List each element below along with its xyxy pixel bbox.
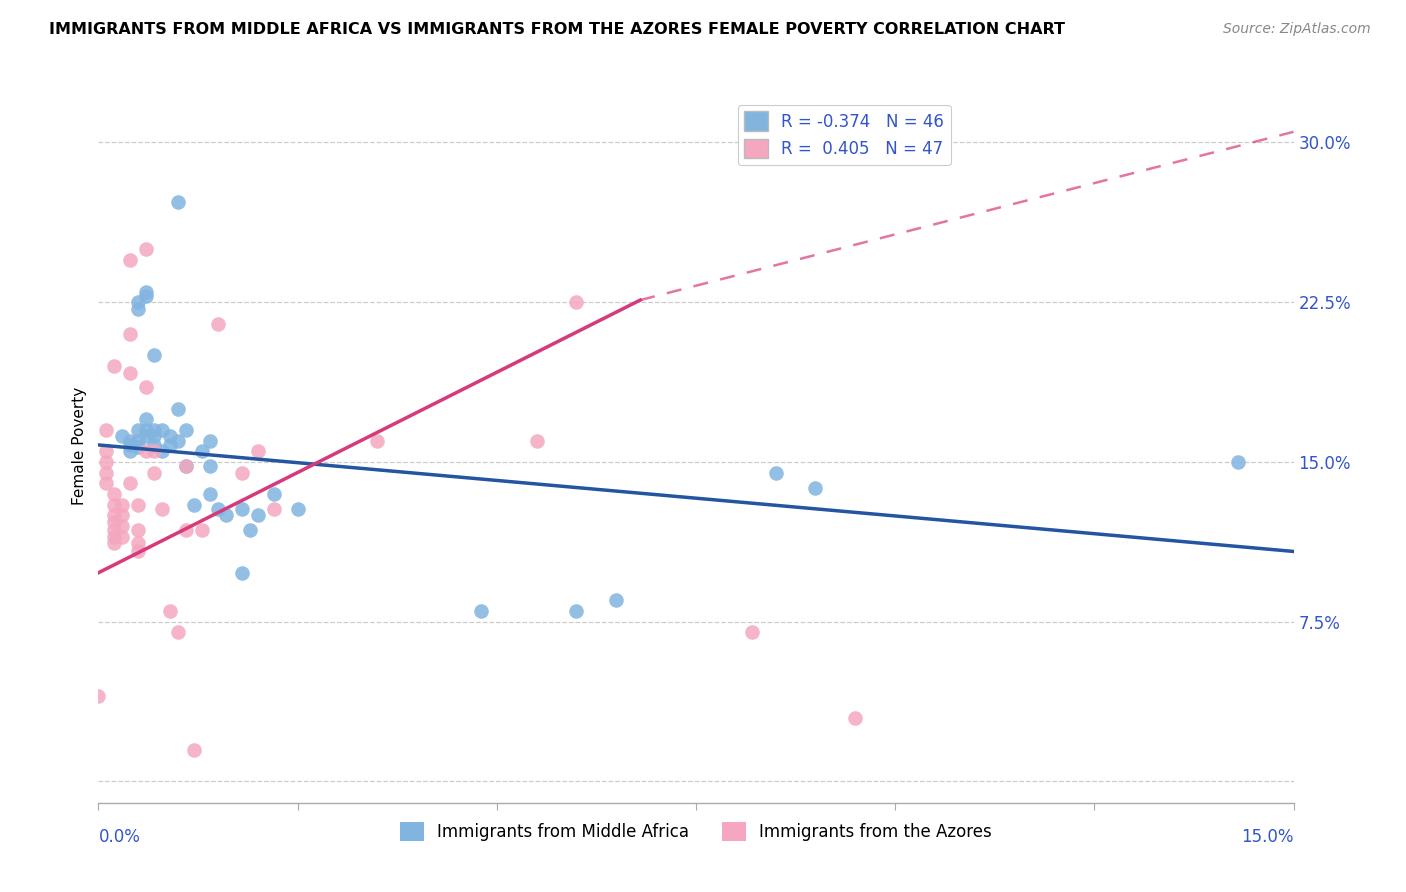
Point (120, 438, 142, 452)
Point (111, 519, 134, 533)
Point (120, 252, 142, 267)
Point (174, 459, 197, 474)
Point (159, 429, 181, 443)
Point (135, 285, 157, 299)
Point (87, 690, 110, 704)
Text: Source: ZipAtlas.com: Source: ZipAtlas.com (1223, 22, 1371, 37)
Point (198, 487, 221, 501)
Point (135, 429, 157, 443)
Point (120, 327, 142, 342)
Point (198, 434, 221, 448)
Point (366, 434, 388, 448)
Text: 15.0%: 15.0% (1241, 828, 1294, 846)
Point (174, 459, 197, 474)
Point (111, 508, 134, 523)
Point (263, 501, 285, 516)
Point (127, 295, 149, 310)
Point (167, 401, 190, 416)
Y-axis label: Female Poverty: Female Poverty (72, 387, 87, 505)
Point (215, 508, 238, 523)
Point (127, 301, 149, 316)
Legend: Immigrants from Middle Africa, Immigrants from the Azores: Immigrants from Middle Africa, Immigrant… (394, 815, 998, 848)
Point (135, 423, 157, 437)
Text: 0.0%: 0.0% (98, 828, 141, 846)
Point (120, 476, 142, 491)
Point (741, 625, 763, 640)
Point (1226, 455, 1249, 469)
Point (143, 444, 166, 458)
Point (804, 481, 827, 495)
Point (150, 501, 173, 516)
Point (150, 423, 173, 437)
Point (198, 459, 221, 474)
Point (287, 501, 309, 516)
Point (263, 487, 285, 501)
Point (96, 444, 118, 458)
Point (96, 476, 118, 491)
Point (150, 444, 173, 458)
Point (239, 523, 262, 537)
Point (207, 317, 229, 331)
Point (111, 429, 134, 443)
Point (103, 536, 125, 550)
Point (103, 508, 125, 523)
Point (765, 466, 787, 480)
Point (565, 295, 588, 310)
Point (207, 501, 229, 516)
Point (103, 529, 125, 543)
Point (191, 523, 214, 537)
Point (470, 604, 492, 618)
Point (127, 434, 149, 448)
Point (159, 604, 181, 618)
Point (143, 466, 166, 480)
Point (103, 515, 125, 529)
Point (120, 434, 142, 448)
Point (159, 438, 181, 452)
Point (127, 498, 149, 512)
Point (844, 710, 866, 724)
Point (135, 412, 157, 426)
Point (96, 423, 118, 437)
Point (120, 444, 142, 458)
Point (127, 423, 149, 437)
Point (111, 529, 134, 543)
Point (605, 593, 627, 607)
Point (127, 544, 149, 558)
Point (103, 498, 125, 512)
Point (111, 498, 134, 512)
Point (127, 536, 149, 550)
Point (183, 498, 205, 512)
Point (246, 508, 269, 523)
Point (191, 444, 214, 458)
Point (143, 349, 166, 363)
Point (127, 440, 149, 454)
Point (120, 366, 142, 380)
Point (143, 429, 166, 443)
Point (565, 604, 588, 618)
Point (231, 466, 253, 480)
Point (143, 438, 166, 452)
Point (167, 195, 190, 210)
Point (135, 242, 157, 256)
Point (103, 359, 125, 373)
Point (167, 434, 190, 448)
Point (127, 523, 149, 537)
Point (96, 466, 118, 480)
Point (183, 742, 205, 756)
Point (167, 625, 190, 640)
Point (231, 566, 253, 580)
Point (246, 444, 269, 458)
Point (135, 380, 157, 394)
Point (135, 444, 157, 458)
Point (143, 423, 166, 437)
Point (103, 487, 125, 501)
Point (174, 523, 197, 537)
Point (96, 455, 118, 469)
Point (174, 423, 197, 437)
Point (103, 523, 125, 537)
Point (526, 434, 548, 448)
Point (135, 289, 157, 303)
Point (231, 501, 253, 516)
Text: IMMIGRANTS FROM MIDDLE AFRICA VS IMMIGRANTS FROM THE AZORES FEMALE POVERTY CORRE: IMMIGRANTS FROM MIDDLE AFRICA VS IMMIGRA… (49, 22, 1066, 37)
